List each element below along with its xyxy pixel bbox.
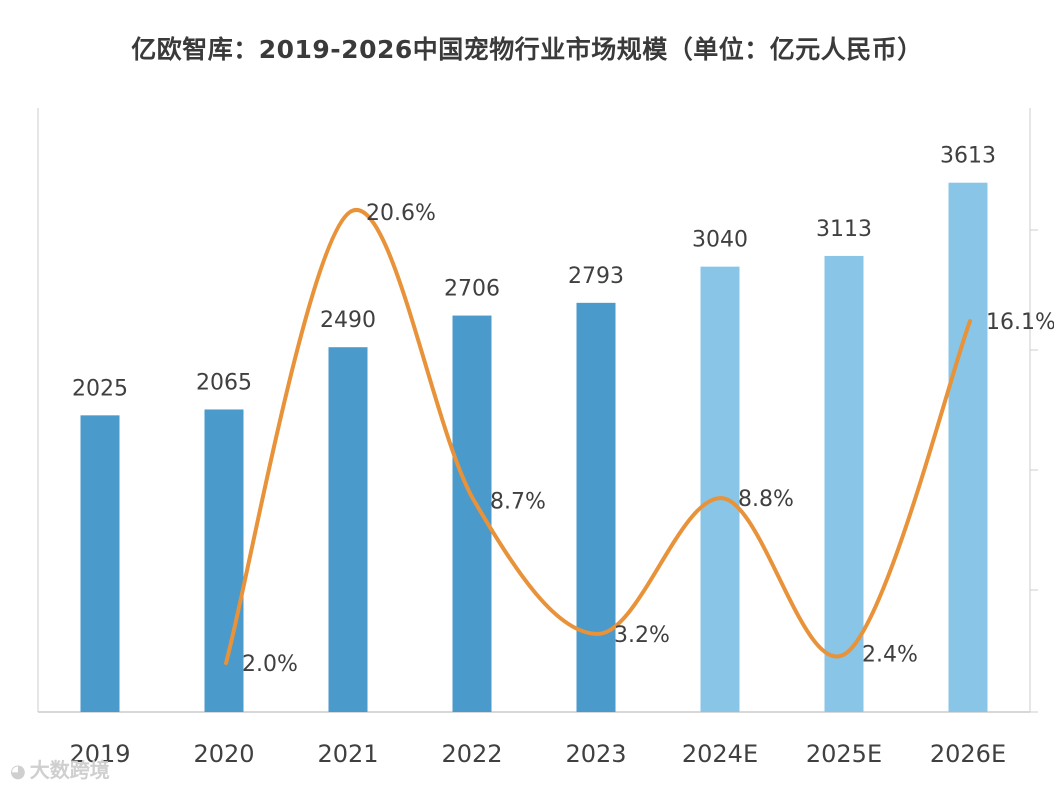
x-tick-label: 2019 [69, 740, 130, 768]
weibo-icon: ◕ [10, 761, 26, 782]
growth-rate-label: 2.4% [862, 642, 918, 667]
x-tick-label: 2026E [930, 740, 1006, 768]
x-tick-label: 2021 [317, 740, 378, 768]
watermark: ◕ 大数跨境 [10, 754, 110, 783]
x-tick-label: 2024E [682, 740, 758, 768]
growth-rate-label: 3.2% [614, 623, 670, 648]
bar-2025E [824, 255, 864, 712]
bar-2022 [452, 315, 492, 712]
x-tick-label: 2025E [806, 740, 882, 768]
bar-value-label: 2065 [196, 370, 252, 395]
growth-line-group [224, 207, 972, 665]
bar-value-label: 3040 [692, 228, 748, 253]
chart-title: 亿欧智库：2019-2026中国宠物行业市场规模（单位：亿元人民币） [131, 35, 923, 64]
bar-2024E [700, 266, 740, 712]
bar-value-label: 2490 [320, 308, 376, 333]
growth-rate-label: 20.6% [366, 201, 436, 226]
bar-value-label: 3613 [940, 144, 996, 169]
x-tick-label: 2020 [193, 740, 254, 768]
chart-axes [37, 108, 1038, 713]
growth-rate-line [224, 207, 972, 665]
bar-value-label: 2793 [568, 264, 624, 289]
growth-rate-label: 8.8% [738, 487, 794, 512]
bar-value-label: 3113 [816, 217, 872, 242]
growth-rate-label: 2.0% [242, 652, 298, 677]
bar-2020 [204, 409, 244, 712]
bar-value-label: 2706 [444, 277, 500, 302]
x-tick-label: 2022 [441, 740, 502, 768]
watermark-text: 大数跨境 [29, 758, 110, 782]
bars-group [80, 182, 988, 712]
bar-2026E [948, 182, 988, 712]
labels-group: 2025 2019 2065 2020 2490 2021 2706 2022 2793 2023… [69, 144, 1054, 768]
x-tick-label: 2023 [565, 740, 626, 768]
bar-2019 [80, 415, 120, 712]
growth-rate-label: 16.1% [986, 310, 1054, 335]
bar-2021 [328, 347, 368, 712]
bar-2023 [576, 302, 616, 712]
bar-value-label: 2025 [72, 376, 128, 401]
growth-rate-label: 8.7% [490, 490, 546, 515]
